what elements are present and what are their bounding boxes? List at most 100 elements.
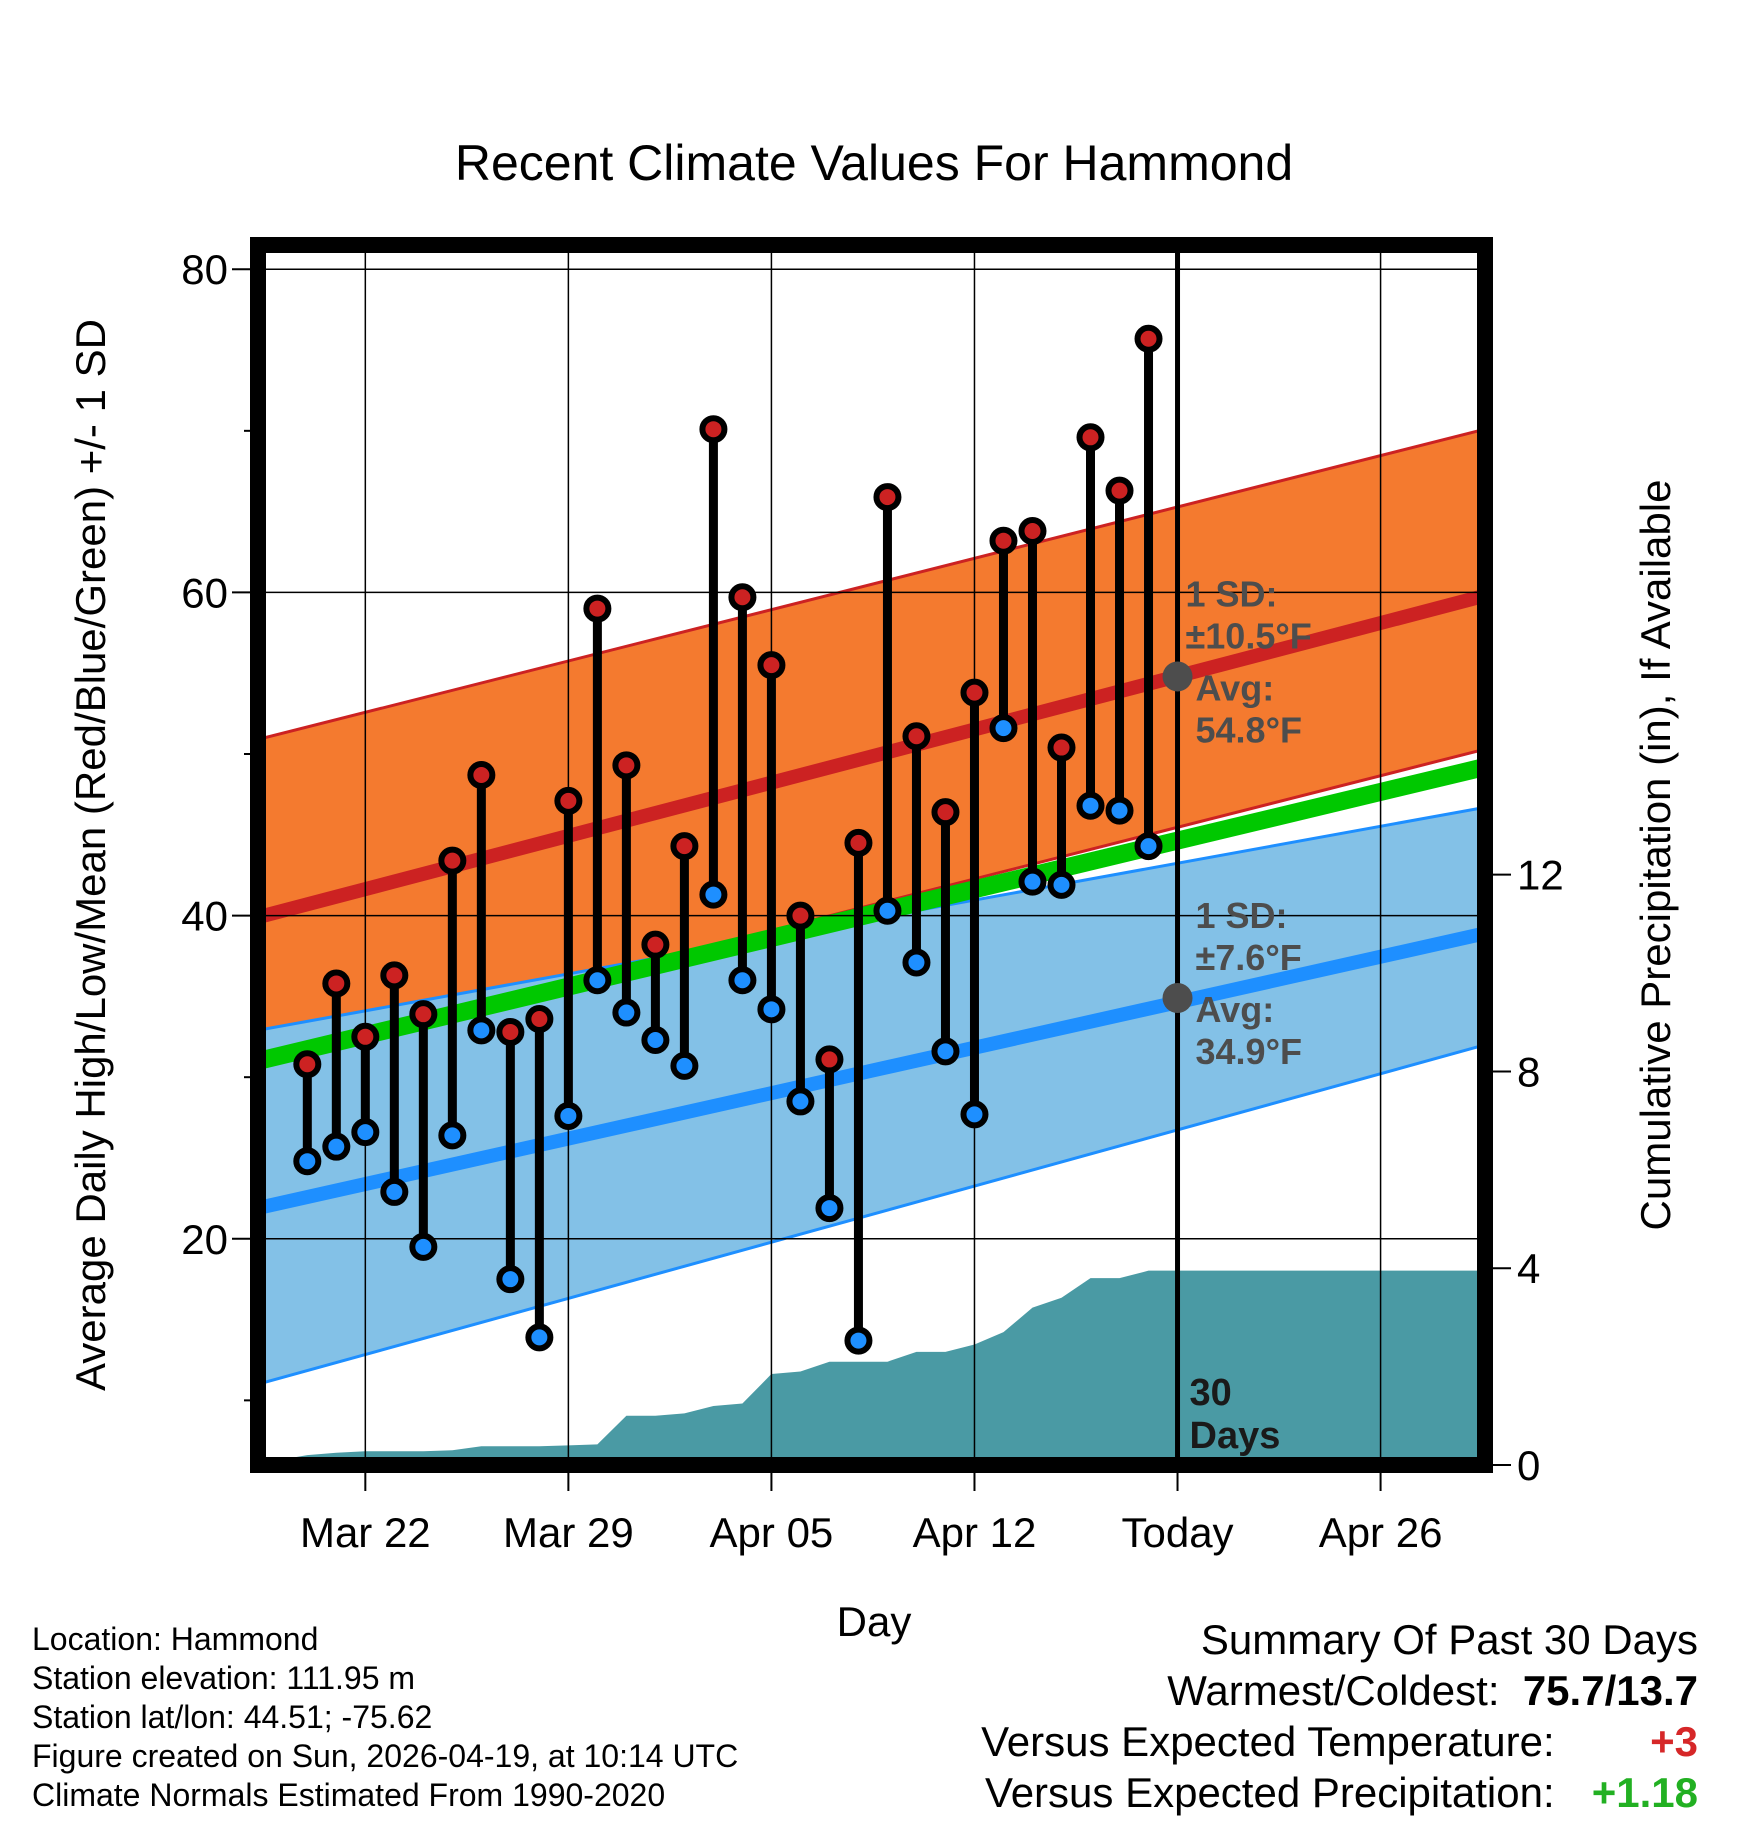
daily-low-point: [670, 1051, 699, 1080]
days-count-label: 30: [1190, 1372, 1232, 1414]
daily-low-point: [728, 966, 757, 995]
location-text: Location: Hammond: [32, 1621, 319, 1657]
daily-high-point: [902, 722, 931, 751]
normal-low-line: [258, 926, 1485, 1215]
warmest-label: Warmest/Coldest:: [1167, 1667, 1500, 1714]
daily-high-point: [554, 786, 583, 815]
y-tick-label: 40: [181, 893, 228, 940]
daily-high-point: [438, 846, 467, 875]
daily-low-point: [1134, 832, 1163, 861]
daily-low-point: [1047, 870, 1076, 899]
today-low-avg-marker: [1162, 983, 1193, 1014]
low-avg-label: Avg:: [1196, 989, 1275, 1030]
temp-anomaly-value: +3: [1650, 1718, 1698, 1765]
daily-high-point: [1047, 733, 1076, 762]
daily-low-point: [583, 966, 612, 995]
x-tick-label: Mar 22: [300, 1509, 431, 1556]
high-avg-label: Avg:: [1196, 667, 1275, 708]
daily-high-point: [322, 969, 351, 998]
summary-title: Summary Of Past 30 Days: [1200, 1616, 1698, 1663]
daily-low-point: [786, 1087, 815, 1116]
daily-high-point: [786, 901, 815, 930]
daily-high-point: [293, 1050, 322, 1079]
summary-warmest-row: Warmest/Coldest: 75.7/13.7: [981, 1665, 1698, 1716]
daily-high-point: [844, 828, 873, 857]
precip-anomaly-value: +1.18: [1591, 1769, 1698, 1816]
days-unit-label: Days: [1190, 1415, 1281, 1457]
summary-panel: Summary Of Past 30 Days Warmest/Coldest:…: [981, 1614, 1698, 1818]
daily-high-point: [583, 594, 612, 623]
daily-high-point: [1076, 423, 1105, 452]
daily-high-point: [351, 1022, 380, 1051]
x-tick-label: Apr 26: [1319, 1509, 1443, 1556]
daily-low-point: [467, 1016, 496, 1045]
daily-low-point: [1018, 867, 1047, 896]
daily-high-point: [380, 961, 409, 990]
high-sd-upper-line: [258, 427, 1485, 741]
today-high-avg-marker: [1162, 661, 1193, 692]
daily-low-point: [902, 948, 931, 977]
daily-high-point: [525, 1005, 554, 1034]
daily-high-point: [699, 415, 728, 444]
daily-high-point: [670, 832, 699, 861]
daily-low-point: [438, 1121, 467, 1150]
daily-low-point: [525, 1323, 554, 1352]
temp-anomaly-label: Versus Expected Temperature:: [981, 1718, 1555, 1765]
daily-high-point: [1018, 517, 1047, 546]
y-right-tick-label: 8: [1517, 1048, 1540, 1095]
y-axis-label: Average Daily High/Low/Mean (Red/Blue/Gr…: [67, 319, 114, 1391]
daily-low-point: [380, 1177, 409, 1206]
daily-high-point: [873, 483, 902, 512]
high-avg-value: 54.8°F: [1196, 709, 1302, 750]
daily-low-point: [989, 714, 1018, 743]
daily-low-point: [757, 995, 786, 1024]
daily-low-point: [554, 1101, 583, 1130]
daily-high-point: [1105, 476, 1134, 505]
station-info: Location: Hammond Station elevation: 111…: [32, 1620, 738, 1815]
daily-low-point: [960, 1100, 989, 1129]
warmest-value: 75.7/13.7: [1522, 1667, 1698, 1714]
precip-anomaly-label: Versus Expected Precipitation:: [985, 1769, 1555, 1816]
plot-frame: [250, 237, 1493, 1473]
daily-low-point: [322, 1132, 351, 1161]
low-avg-value: 34.9°F: [1196, 1031, 1302, 1072]
daily-low-point: [699, 880, 728, 909]
normal-mean-line: [258, 758, 1485, 1070]
daily-high-point: [989, 526, 1018, 555]
y-tick-label: 80: [181, 246, 228, 293]
elevation-text: Station elevation: 111.95 m: [32, 1660, 416, 1696]
daily-high-point: [815, 1045, 844, 1074]
summary-temp-row: Versus Expected Temperature: +3: [981, 1716, 1698, 1767]
daily-high-point: [757, 651, 786, 680]
daily-high-point: [1134, 324, 1163, 353]
daily-high-point: [931, 798, 960, 827]
low-sd-lower-line: [258, 1043, 1485, 1386]
daily-high-point: [496, 1017, 525, 1046]
daily-high-point: [612, 751, 641, 780]
chart-title: Recent Climate Values For Hammond: [455, 135, 1293, 191]
daily-low-point: [351, 1118, 380, 1147]
daily-low-point: [844, 1326, 873, 1355]
daily-high-point: [728, 583, 757, 612]
low-sd-value: ±7.6°F: [1196, 937, 1302, 978]
daily-low-point: [641, 1026, 670, 1055]
daily-low-point: [931, 1037, 960, 1066]
daily-high-point: [409, 1000, 438, 1029]
daily-low-point: [815, 1194, 844, 1223]
high-sd-label: 1 SD:: [1186, 573, 1278, 614]
daily-low-point: [496, 1265, 525, 1294]
x-tick-label: Apr 12: [913, 1509, 1037, 1556]
latlon-text: Station lat/lon: 44.51; -75.62: [32, 1699, 433, 1735]
daily-low-point: [612, 998, 641, 1027]
daily-low-point: [873, 896, 902, 925]
y-axis-right-label: Cumulative Precipitation (in), If Availa…: [1632, 480, 1679, 1231]
x-tick-label: Mar 29: [503, 1509, 634, 1556]
daily-low-point: [293, 1147, 322, 1176]
y-right-tick-label: 0: [1517, 1442, 1540, 1489]
summary-precip-row: Versus Expected Precipitation: +1.18: [981, 1767, 1698, 1818]
high-sd-value: ±10.5°F: [1186, 615, 1312, 656]
y-tick-label: 60: [181, 569, 228, 616]
created-text: Figure created on Sun, 2026-04-19, at 10…: [32, 1738, 739, 1774]
normals-text: Climate Normals Estimated From 1990-2020: [32, 1777, 666, 1813]
x-tick-label: Apr 05: [710, 1509, 834, 1556]
